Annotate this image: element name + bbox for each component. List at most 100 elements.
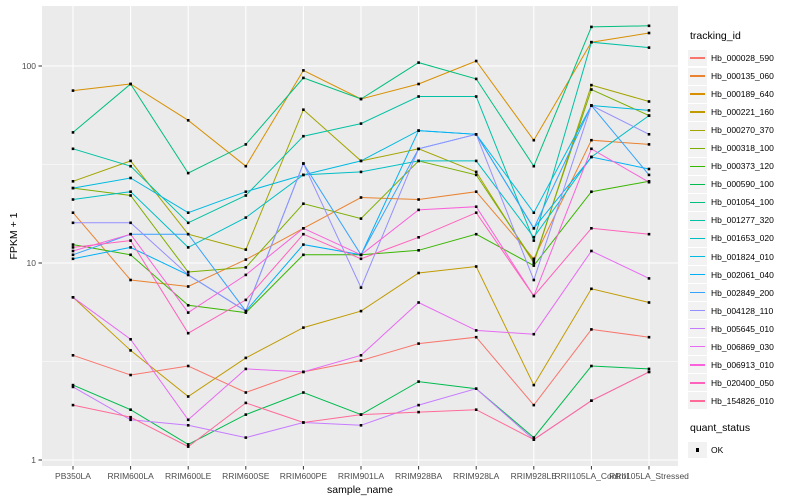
legend-label: Hb_000135_060 [711, 71, 774, 82]
data-point [71, 383, 75, 387]
data-point [647, 46, 651, 49]
x-tick-label: RRIM928LA [453, 471, 500, 481]
data-point [244, 367, 248, 371]
legend-label: Hb_002849_200 [711, 287, 774, 298]
series-color-swatch-icon [690, 57, 705, 59]
x-tick-label: RRIM600SE [222, 471, 270, 481]
legend-label: Hb_020400_050 [711, 377, 774, 388]
legend-entry-Hb_020400_050: Hb_020400_050 [688, 374, 798, 392]
data-point [302, 370, 305, 374]
data-point [186, 364, 190, 368]
data-point [129, 194, 132, 197]
x-tick-label: RRIM600LA [107, 471, 154, 481]
data-point [590, 40, 593, 44]
data-point [417, 147, 420, 151]
data-point [302, 232, 305, 236]
data-point [129, 232, 132, 236]
data-point [474, 232, 478, 236]
series-color-swatch-icon [690, 75, 705, 77]
legend-entry-Hb_154826_010: Hb_154826_010 [688, 392, 798, 410]
legend-label: Hb_001824_010 [711, 251, 774, 262]
series-color-swatch-icon [690, 291, 705, 294]
legend-label: Hb_000189_640 [711, 89, 774, 100]
data-point [186, 424, 190, 427]
data-point [647, 173, 651, 177]
data-point [302, 69, 305, 72]
data-point [71, 246, 75, 249]
data-point [647, 370, 651, 374]
legend-key-box [688, 320, 707, 338]
data-point [129, 164, 132, 168]
data-point [129, 373, 132, 377]
data-point [532, 436, 536, 439]
legend-label: Hb_000028_590 [711, 53, 774, 64]
data-point [474, 170, 478, 174]
data-point [474, 77, 478, 81]
data-point [417, 236, 420, 239]
data-point [647, 100, 651, 103]
legend-entry-Hb_000318_100: Hb_000318_100 [688, 139, 798, 157]
data-point [647, 133, 651, 136]
black-square-point-icon [695, 448, 700, 452]
data-point [71, 211, 75, 214]
data-point [302, 326, 305, 329]
data-point [186, 171, 190, 175]
series-color-swatch-icon [690, 237, 705, 240]
series-color-swatch-icon [690, 364, 705, 366]
x-tick-label: RRIM928BA [395, 471, 443, 481]
data-point [186, 445, 190, 448]
data-point [417, 249, 420, 252]
data-point [590, 328, 593, 331]
data-point [244, 436, 248, 439]
data-point [532, 278, 536, 282]
legend-key-box [688, 248, 707, 265]
x-tick-label: RRIM600LE [165, 471, 212, 481]
data-point [359, 413, 363, 416]
y-axis-title: FPKM + 1 [8, 212, 20, 260]
data-point [647, 335, 651, 339]
data-point [532, 264, 536, 267]
data-point [129, 221, 132, 225]
legend-entry-Hb_002061_040: Hb_002061_040 [688, 266, 798, 284]
data-point [71, 147, 75, 151]
data-point [129, 408, 132, 411]
x-tick-label: RRII105LA_Stressed [609, 471, 689, 481]
legend-key-box [688, 212, 707, 229]
data-point [244, 413, 248, 416]
data-point [302, 76, 305, 80]
data-point [474, 190, 478, 193]
data-point [302, 108, 305, 111]
legend-label: Hb_000318_100 [711, 143, 774, 154]
y-tick-label: 10 [27, 258, 37, 268]
x-tick-label: PB350LA [55, 471, 91, 481]
data-point [71, 221, 75, 225]
data-point [359, 170, 363, 174]
data-point [474, 95, 478, 98]
data-point [129, 349, 132, 352]
legend-key-box [688, 175, 707, 193]
data-point [186, 246, 190, 249]
data-point [532, 260, 536, 263]
legend-key-box [688, 284, 707, 302]
data-point [186, 232, 190, 236]
data-point [244, 248, 248, 251]
data-point [359, 196, 363, 199]
data-point [129, 415, 132, 419]
data-point [359, 159, 363, 163]
data-point [474, 133, 478, 136]
legend-key-box [688, 139, 707, 157]
legend-label: OK [711, 444, 724, 455]
data-point [71, 243, 75, 246]
data-point [129, 278, 132, 282]
data-point [359, 354, 363, 357]
data-point [302, 162, 305, 165]
legend-entry-Hb_000189_640: Hb_000189_640 [688, 85, 798, 103]
legend-key-box [688, 441, 707, 459]
data-point [244, 194, 248, 197]
data-point [590, 227, 593, 230]
data-point [244, 216, 248, 219]
data-point [359, 122, 363, 125]
data-point [244, 266, 248, 269]
data-point [417, 61, 420, 64]
